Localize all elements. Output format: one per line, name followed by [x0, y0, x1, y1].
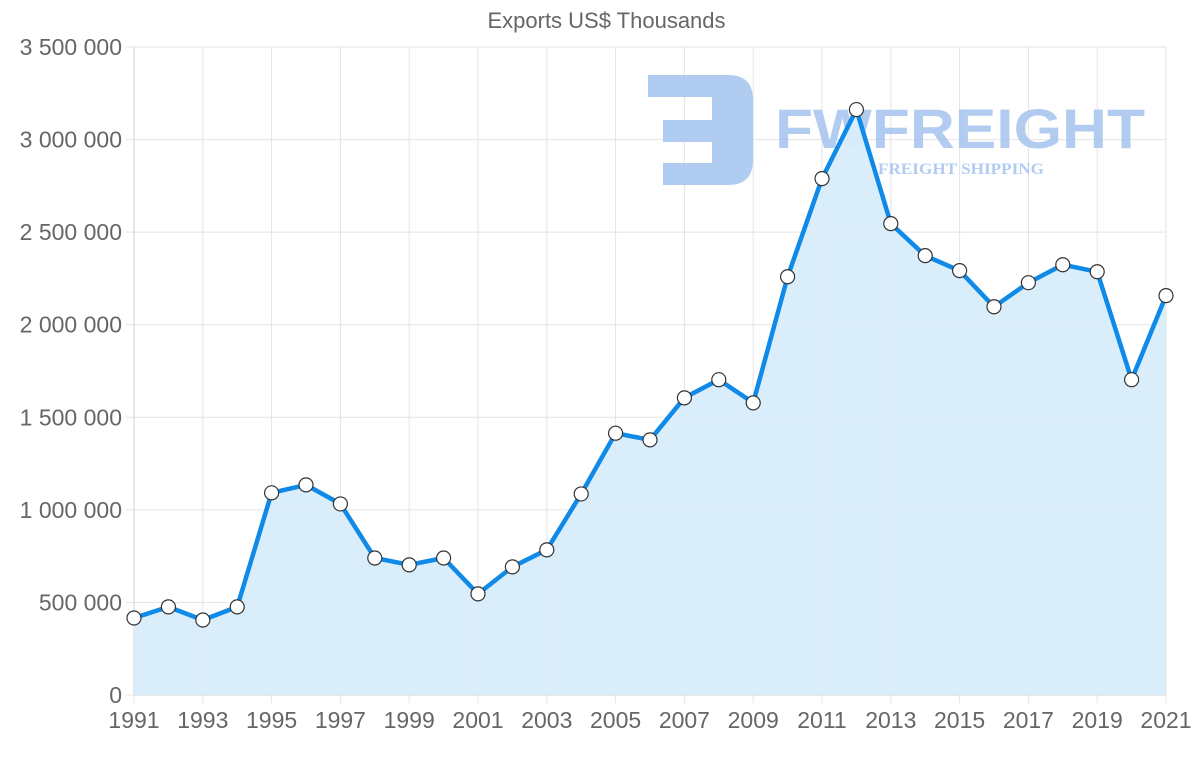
y-tick-label: 500 000	[39, 589, 122, 615]
data-point[interactable]	[195, 612, 211, 628]
y-tick-label: 1 500 000	[20, 404, 122, 430]
x-tick-label: 2011	[797, 707, 846, 733]
x-tick-label: 2019	[1072, 707, 1123, 733]
data-point[interactable]	[1089, 264, 1105, 280]
data-point[interactable]	[642, 432, 658, 448]
x-tick-label: 1999	[384, 707, 435, 733]
data-point[interactable]	[951, 263, 968, 279]
x-tick-label: 2009	[728, 707, 779, 733]
x-tick-label: 1995	[246, 707, 297, 733]
data-point[interactable]	[573, 486, 589, 502]
logo-mark-icon	[648, 75, 753, 185]
data-point[interactable]	[539, 542, 555, 558]
y-tick-label: 2 500 000	[20, 219, 122, 245]
data-point[interactable]	[504, 559, 521, 575]
data-point[interactable]	[1055, 257, 1071, 273]
data-point[interactable]	[401, 557, 417, 573]
area-fill	[134, 109, 1166, 696]
data-point[interactable]	[711, 372, 727, 388]
y-tick-label: 0	[109, 682, 122, 708]
data-points	[126, 101, 1174, 628]
x-axis: 1991 1993 1995 1997 1999 2001 2003 2005 2007 2009…	[108, 707, 1191, 733]
data-point[interactable]	[917, 248, 933, 264]
watermark-logo: FWFREIGHT FREIGHT SHIPPING	[648, 75, 1145, 185]
logo-tagline-text: FREIGHT SHIPPING	[878, 161, 1045, 178]
logo-brand-text: FWFREIGHT	[775, 97, 1145, 160]
data-point[interactable]	[607, 425, 624, 441]
data-point[interactable]	[470, 586, 486, 602]
data-point[interactable]	[676, 390, 693, 406]
data-point[interactable]	[436, 550, 452, 566]
data-point[interactable]	[367, 550, 383, 566]
y-tick-label: 3 500 000	[20, 34, 122, 60]
data-point[interactable]	[1123, 372, 1140, 388]
y-tick-label: 3 000 000	[20, 127, 122, 153]
x-tick-label: 2021	[1140, 707, 1191, 733]
x-tick-label: 2007	[659, 707, 710, 733]
data-point[interactable]	[229, 599, 245, 615]
data-point[interactable]	[814, 171, 830, 187]
data-point[interactable]	[332, 496, 348, 512]
x-tick-label: 1991	[108, 707, 159, 733]
y-tick-label: 1 000 000	[20, 497, 122, 523]
data-point[interactable]	[1158, 288, 1174, 304]
x-tick-label: 1997	[315, 707, 366, 733]
x-tick-label: 1993	[177, 707, 228, 733]
data-point[interactable]	[298, 477, 314, 493]
x-tick-label: 2003	[521, 707, 572, 733]
data-point[interactable]	[883, 216, 899, 232]
data-point[interactable]	[986, 299, 1002, 315]
data-point[interactable]	[848, 101, 865, 118]
x-tick-label: 2017	[1003, 707, 1054, 733]
x-tick-label: 2015	[934, 707, 985, 733]
data-point[interactable]	[160, 599, 176, 615]
data-point[interactable]	[264, 485, 280, 501]
x-tick-label: 2005	[590, 707, 641, 733]
y-axis: 0 500 000 1 000 000 1 500 000 2 000 000 2 500…	[20, 34, 122, 708]
data-point[interactable]	[1020, 275, 1037, 291]
data-point[interactable]	[126, 610, 142, 626]
y-tick-label: 2 000 000	[20, 312, 122, 338]
chart-title: Exports US$ Thousands	[487, 8, 726, 33]
data-point[interactable]	[779, 269, 796, 285]
data-point[interactable]	[745, 395, 761, 411]
x-tick-label: 2001	[452, 707, 503, 733]
x-tick-label: 2013	[865, 707, 916, 733]
